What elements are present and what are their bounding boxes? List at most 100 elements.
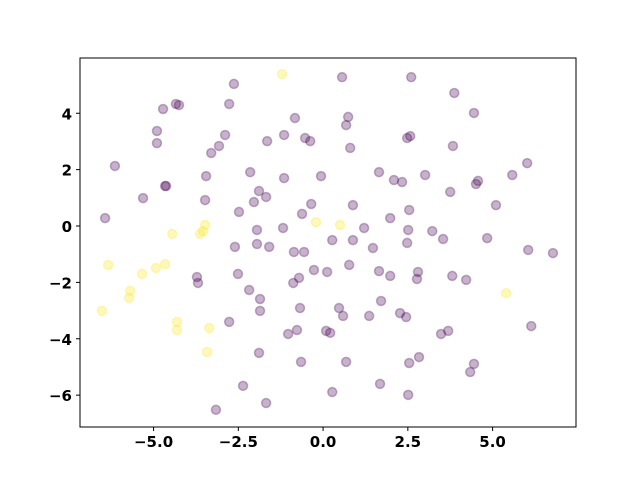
point xyxy=(444,186,456,198)
point xyxy=(251,224,263,236)
point xyxy=(233,206,245,218)
point xyxy=(298,246,310,258)
point xyxy=(472,175,484,187)
point xyxy=(199,219,211,231)
point xyxy=(288,246,300,258)
point xyxy=(447,270,458,282)
point xyxy=(277,222,289,234)
point xyxy=(203,322,215,334)
point xyxy=(219,129,231,141)
point xyxy=(282,328,294,340)
point xyxy=(464,366,476,378)
y-tick-label: −4 xyxy=(49,331,72,349)
x-tick-label: −2.5 xyxy=(219,433,258,451)
point xyxy=(244,166,256,178)
point xyxy=(237,380,249,392)
point xyxy=(151,137,163,149)
point xyxy=(333,302,345,314)
point xyxy=(304,135,316,147)
point xyxy=(261,135,273,147)
point xyxy=(401,237,413,249)
point xyxy=(278,172,290,184)
point xyxy=(276,68,288,80)
point xyxy=(200,170,212,182)
point xyxy=(347,199,359,211)
point xyxy=(521,157,533,169)
point xyxy=(194,228,206,240)
point xyxy=(278,129,290,141)
point xyxy=(404,130,416,142)
point xyxy=(320,325,332,337)
point xyxy=(449,87,460,99)
point xyxy=(102,259,114,271)
point xyxy=(388,174,400,186)
point xyxy=(260,397,272,409)
point xyxy=(326,386,338,398)
point xyxy=(394,307,406,319)
point xyxy=(170,98,182,110)
point xyxy=(402,389,414,401)
point xyxy=(500,287,512,299)
point xyxy=(210,404,222,416)
point xyxy=(294,302,306,314)
point xyxy=(343,259,355,271)
point xyxy=(173,99,185,111)
point xyxy=(136,268,148,280)
point xyxy=(253,347,265,359)
point xyxy=(109,160,121,172)
point xyxy=(547,247,559,259)
point xyxy=(254,305,266,317)
point xyxy=(447,140,459,152)
point xyxy=(321,266,333,278)
y-tick-label: −6 xyxy=(49,387,72,405)
point xyxy=(123,292,135,304)
point xyxy=(522,244,534,256)
point xyxy=(315,170,327,182)
point xyxy=(287,277,299,289)
point xyxy=(340,356,352,368)
x-tick-label: −5.0 xyxy=(134,433,173,451)
point xyxy=(470,178,482,190)
plot-area xyxy=(80,58,576,427)
point xyxy=(400,311,412,323)
point xyxy=(481,232,493,244)
point xyxy=(310,216,322,228)
point xyxy=(525,320,537,332)
point xyxy=(411,273,423,285)
point xyxy=(191,271,203,283)
point xyxy=(243,284,255,296)
point xyxy=(427,225,438,237)
point xyxy=(344,142,356,154)
x-tick-label: 2.5 xyxy=(395,433,422,451)
x-tick-label: 5.0 xyxy=(479,433,506,451)
point xyxy=(413,351,425,363)
point xyxy=(150,262,162,274)
point xyxy=(291,324,303,336)
point xyxy=(159,180,171,192)
point xyxy=(295,356,307,368)
point xyxy=(199,194,211,206)
y-tick-label: 0 xyxy=(62,218,72,236)
point xyxy=(229,241,241,253)
point xyxy=(171,324,183,336)
point xyxy=(263,241,275,253)
axes-frame xyxy=(79,57,577,428)
point xyxy=(223,316,235,328)
point xyxy=(490,199,502,211)
point xyxy=(337,310,349,322)
point xyxy=(171,316,183,328)
point xyxy=(96,305,108,317)
point xyxy=(402,224,414,236)
point xyxy=(228,78,240,90)
point xyxy=(296,208,308,220)
point xyxy=(159,258,171,270)
point xyxy=(192,277,204,289)
point xyxy=(384,212,396,224)
point xyxy=(437,233,449,245)
point xyxy=(358,222,370,234)
point xyxy=(403,357,415,369)
point xyxy=(435,328,447,340)
point xyxy=(305,198,317,210)
